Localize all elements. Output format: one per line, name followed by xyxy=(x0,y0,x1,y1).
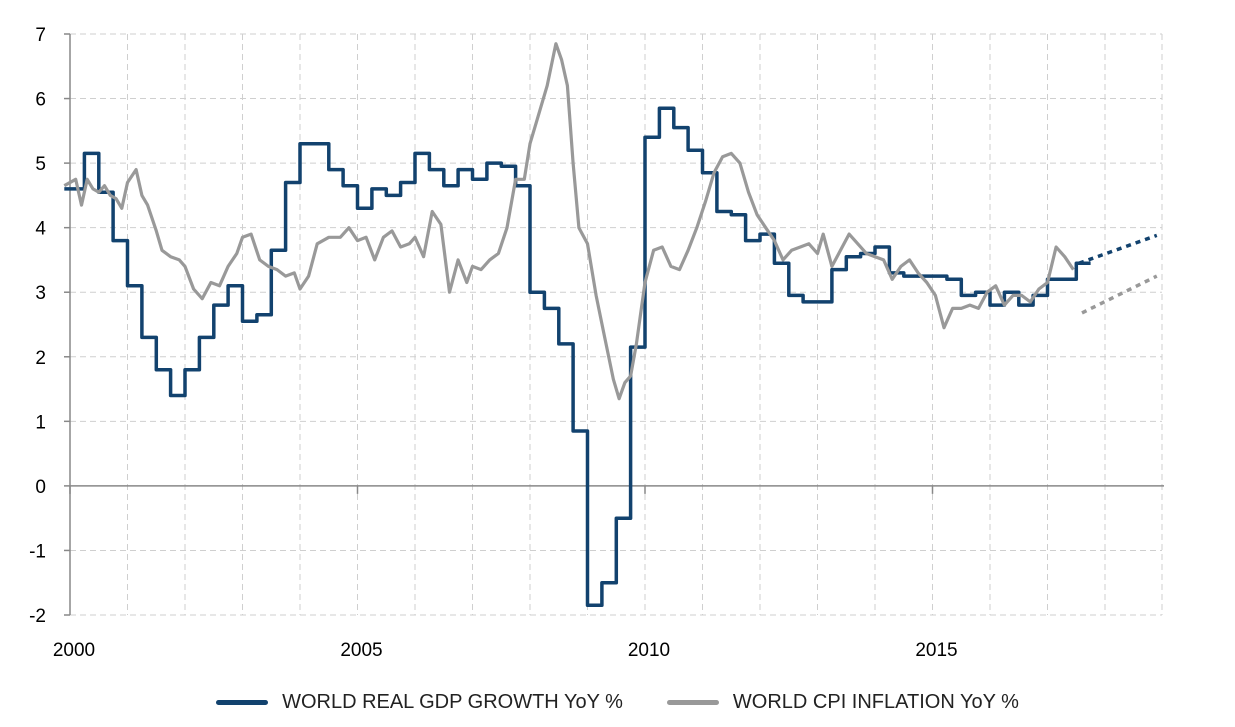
gridlines xyxy=(70,33,1163,616)
forecast-line-gdp xyxy=(1078,233,1158,265)
y-tick-label: -1 xyxy=(29,541,46,562)
y-tick-label: 1 xyxy=(35,412,46,433)
legend-swatch-cpi xyxy=(666,699,719,705)
line-chart: 7 6 5 4 3 2 1 0 -1 -2 2000 2005 2010 2015 xyxy=(29,25,1164,661)
y-tick-label: -2 xyxy=(29,606,46,627)
y-tick-label: 4 xyxy=(35,219,46,240)
legend-label-gdp: WORLD REAL GDP GROWTH YoY % xyxy=(282,690,623,713)
series-line-cpi xyxy=(63,42,1075,401)
legend-item-cpi: WORLD CPI INFLATION YoY % xyxy=(666,690,1019,714)
y-tick-label: 6 xyxy=(35,90,46,111)
x-tick-label: 2000 xyxy=(53,640,95,661)
y-tick-label: 0 xyxy=(35,477,46,498)
x-tick-label: 2010 xyxy=(628,640,670,661)
legend-item-gdp: WORLD REAL GDP GROWTH YoY % xyxy=(216,691,623,714)
series-lines xyxy=(63,42,1158,608)
forecast-line-cpi xyxy=(1081,274,1158,315)
tick-labels: 7 6 5 4 3 2 1 0 -1 -2 2000 2005 2010 2015 xyxy=(29,25,958,661)
legend-swatch-gdp xyxy=(216,699,269,705)
legend: WORLD REAL GDP GROWTH YoY % WORLD CPI IN… xyxy=(0,684,1235,720)
x-tick-label: 2005 xyxy=(340,640,382,661)
y-tick-label: 5 xyxy=(35,154,46,175)
y-tick-label: 7 xyxy=(35,25,46,46)
axes xyxy=(64,33,1164,616)
series-line-gdp xyxy=(64,106,1091,608)
x-tick-label: 2015 xyxy=(915,640,957,661)
legend-label-cpi: WORLD CPI INFLATION YoY % xyxy=(732,690,1019,713)
y-tick-label: 3 xyxy=(35,283,46,304)
y-tick-label: 2 xyxy=(35,348,46,369)
